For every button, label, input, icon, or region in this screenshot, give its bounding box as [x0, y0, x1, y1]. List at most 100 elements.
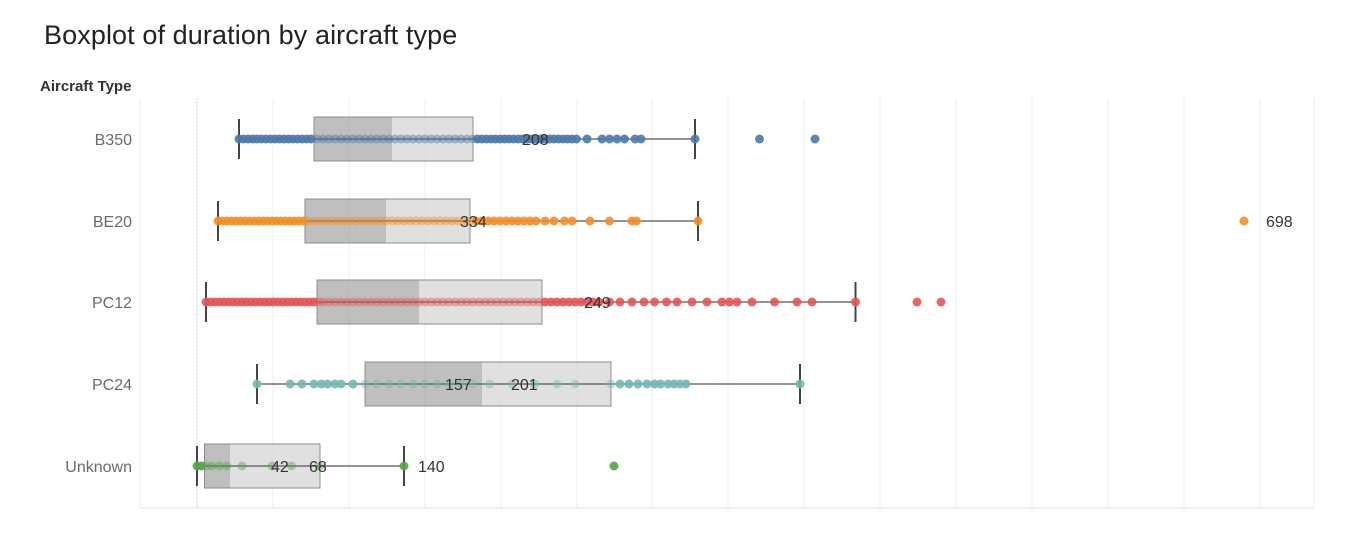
data-point	[396, 297, 406, 307]
data-point	[309, 297, 319, 307]
max-label: 249	[584, 295, 611, 312]
data-point	[336, 134, 346, 144]
data-point	[408, 297, 418, 307]
data-point	[633, 379, 643, 389]
data-point	[354, 297, 364, 307]
data-point	[687, 297, 697, 307]
data-point	[609, 461, 619, 471]
data-point	[570, 379, 580, 389]
data-point	[393, 216, 403, 226]
data-point	[390, 297, 400, 307]
data-point	[567, 216, 577, 226]
category-label: BE20	[93, 214, 132, 231]
data-point	[330, 297, 340, 307]
data-point	[435, 216, 445, 226]
data-point	[314, 297, 323, 307]
data-point	[627, 297, 637, 307]
data-point	[912, 297, 922, 307]
category-label: B350	[95, 132, 132, 149]
data-point	[342, 134, 352, 144]
data-point	[351, 216, 361, 226]
data-point	[441, 216, 451, 226]
category-label: PC12	[92, 295, 132, 312]
data-point	[795, 379, 805, 389]
data-point	[486, 297, 496, 307]
data-point	[456, 297, 466, 307]
data-point	[345, 216, 355, 226]
data-point	[384, 379, 394, 389]
data-point	[810, 134, 820, 144]
data-point	[197, 461, 206, 471]
data-point	[423, 216, 433, 226]
data-point	[656, 379, 665, 389]
data-point	[612, 134, 622, 144]
data-point	[747, 297, 757, 307]
data-point	[642, 379, 652, 389]
data-point	[324, 297, 334, 307]
data-point	[620, 134, 629, 144]
data-point	[429, 216, 439, 226]
data-point	[330, 134, 340, 144]
data-point	[411, 216, 421, 226]
data-point	[357, 216, 367, 226]
data-point	[444, 379, 454, 389]
data-point	[462, 134, 472, 144]
data-point	[530, 379, 539, 389]
data-point	[459, 216, 469, 226]
data-point	[378, 134, 388, 144]
data-point	[297, 379, 307, 389]
chart-title: Boxplot of duration by aircraft type	[44, 20, 458, 50]
max-label: 208	[522, 132, 549, 149]
data-point	[807, 297, 817, 307]
data-point	[504, 297, 514, 307]
data-point	[312, 134, 322, 144]
data-point	[650, 297, 659, 307]
data-point	[360, 297, 370, 307]
data-point	[615, 297, 625, 307]
data-point	[207, 461, 217, 471]
data-point	[309, 379, 319, 389]
data-point	[572, 134, 581, 144]
max-label: 334	[460, 214, 487, 231]
data-point	[327, 216, 337, 226]
data-point	[396, 134, 406, 144]
data-point	[510, 297, 520, 307]
data-point	[303, 216, 313, 226]
data-point	[438, 134, 448, 144]
category-label: PC24	[92, 377, 132, 394]
data-point	[360, 379, 370, 389]
data-point	[468, 297, 478, 307]
data-point	[672, 297, 682, 307]
data-point	[420, 379, 430, 389]
data-point	[372, 297, 382, 307]
data-point	[605, 216, 614, 226]
data-point	[693, 216, 703, 226]
data-point	[348, 379, 358, 389]
data-point	[366, 134, 376, 144]
data-point	[372, 379, 382, 389]
data-point	[594, 297, 604, 307]
point-label: 140	[418, 459, 445, 476]
data-point	[315, 216, 325, 226]
data-point	[402, 134, 412, 144]
data-point	[498, 297, 508, 307]
data-point	[414, 297, 424, 307]
data-point	[252, 379, 262, 389]
data-point	[402, 297, 412, 307]
data-point	[725, 297, 734, 307]
data-point	[318, 134, 328, 144]
data-point	[237, 461, 247, 471]
data-point	[321, 216, 331, 226]
data-point	[792, 297, 802, 307]
data-point	[516, 297, 526, 307]
data-point	[444, 134, 454, 144]
data-point	[453, 216, 463, 226]
data-point	[480, 297, 490, 307]
data-point	[450, 297, 460, 307]
data-point	[456, 134, 466, 144]
data-point	[378, 297, 388, 307]
data-point	[222, 461, 232, 471]
data-point	[339, 216, 349, 226]
data-point	[636, 134, 646, 144]
data-point	[1239, 216, 1249, 226]
